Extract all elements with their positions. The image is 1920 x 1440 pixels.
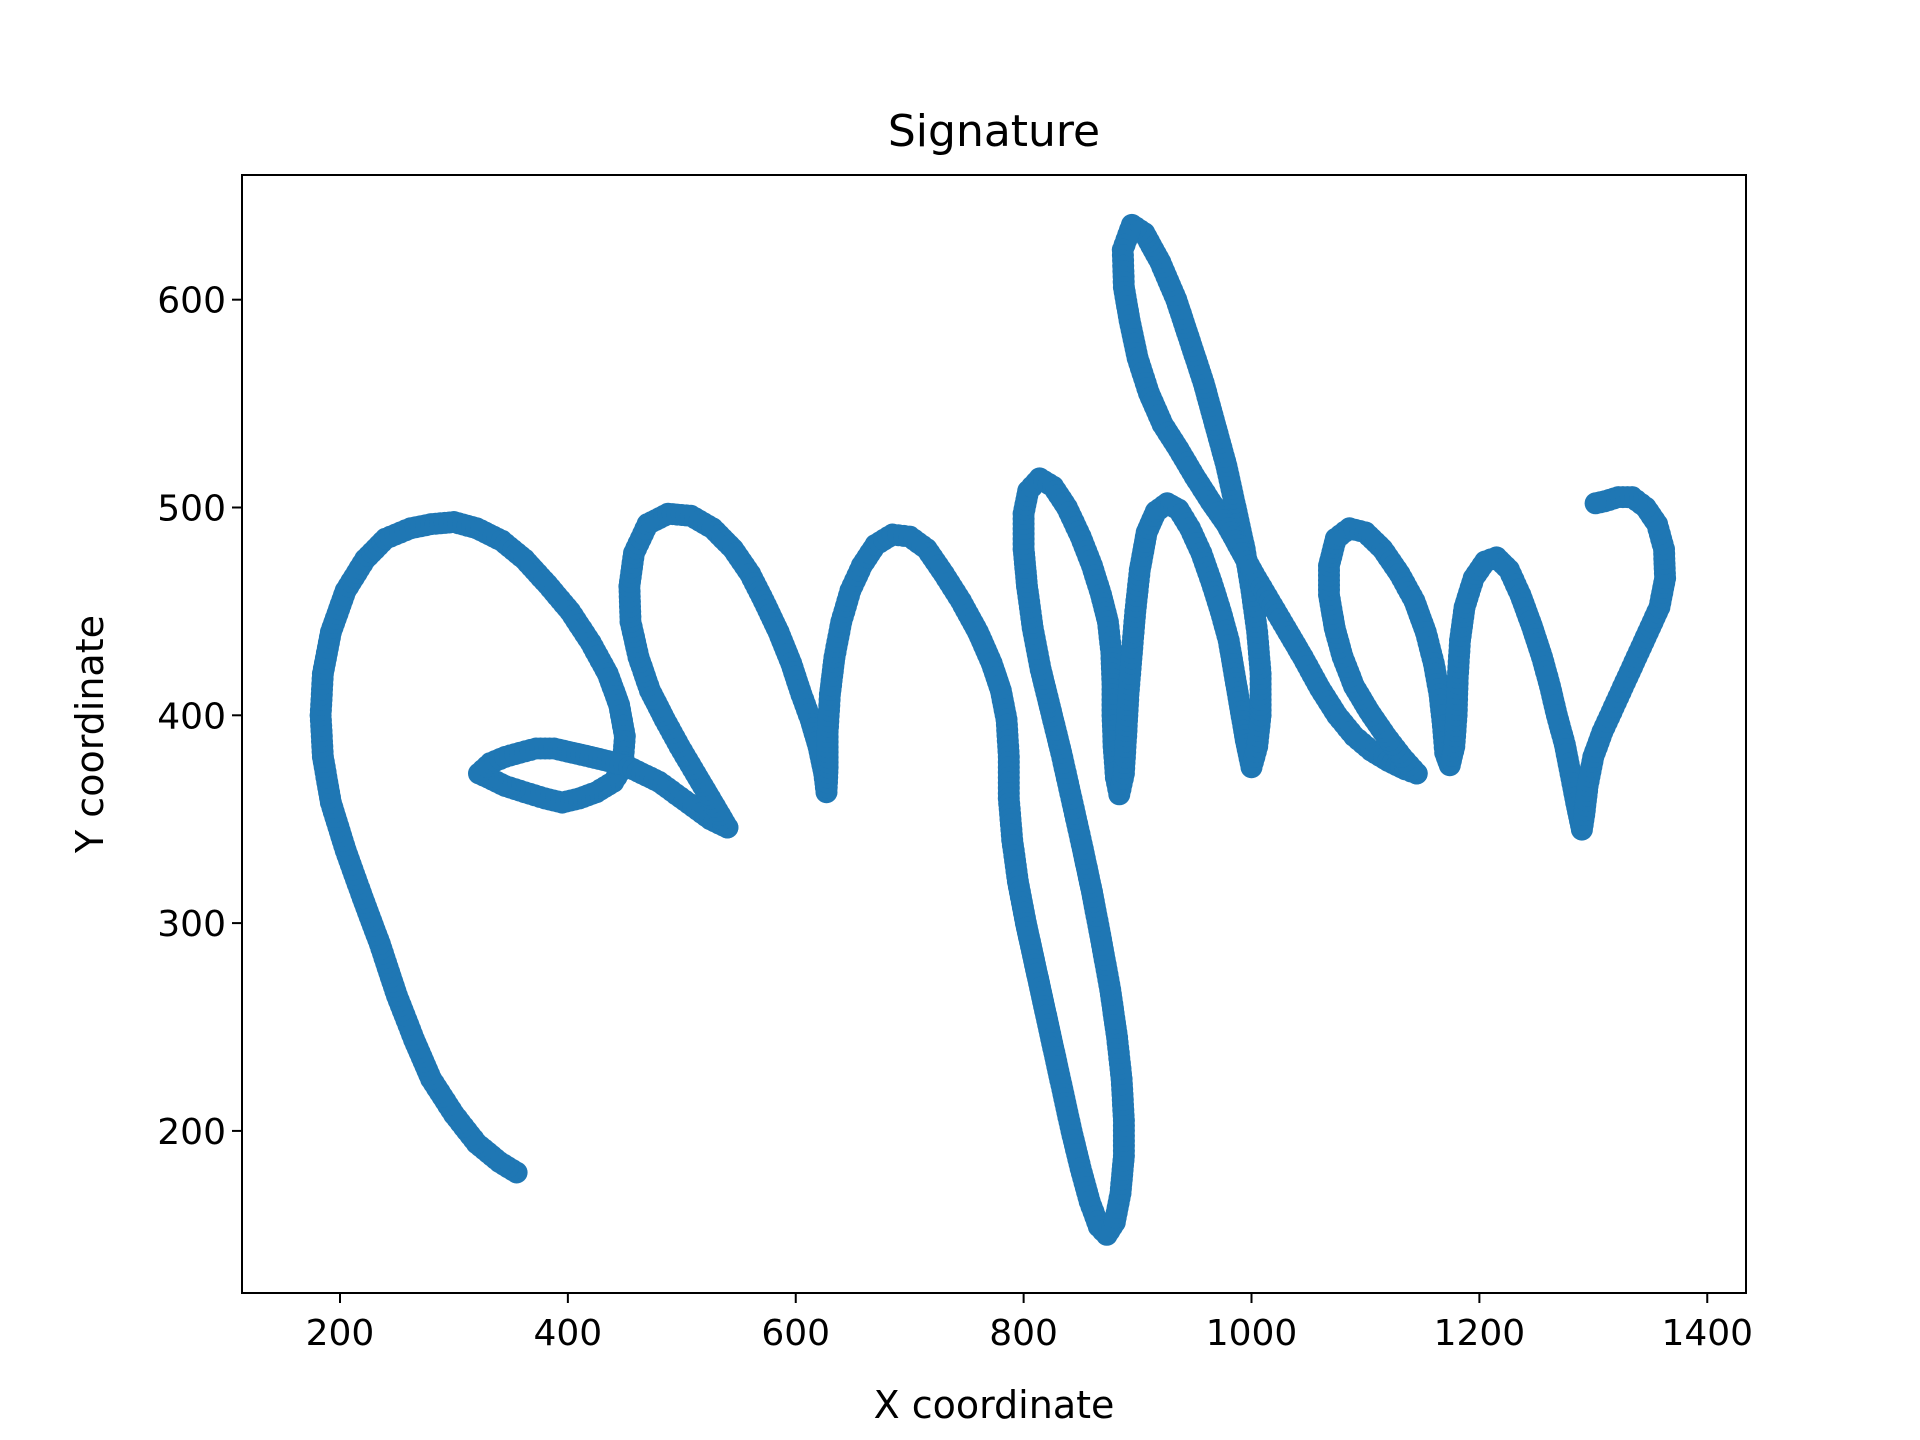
x-tick-label: 1400: [1661, 1313, 1753, 1354]
x-tick-label: 1200: [1434, 1313, 1526, 1354]
x-tick-label: 200: [306, 1313, 375, 1354]
y-tick-label: 200: [157, 1112, 226, 1153]
x-axis-label: X coordinate: [874, 1383, 1115, 1427]
x-tick-label: 800: [989, 1313, 1058, 1354]
y-axis-ticks: 200 300 400 500 600: [157, 281, 242, 1153]
y-tick-label: 500: [157, 488, 226, 529]
chart-title: Signature: [888, 106, 1100, 157]
x-tick-label: 1000: [1206, 1313, 1298, 1354]
data-point: [1584, 492, 1607, 515]
x-axis-ticks: 200 400 600 800 1000 1200 1400: [306, 1293, 1753, 1354]
y-tick-label: 600: [157, 281, 226, 322]
plot-frame: [241, 174, 1747, 1294]
y-tick-label: 300: [157, 904, 226, 945]
x-tick-label: 400: [534, 1313, 603, 1354]
scatter-points: [309, 213, 1677, 1246]
x-tick-label: 600: [761, 1313, 830, 1354]
y-axis-label: Y coordinate: [68, 615, 112, 854]
y-tick-label: 400: [157, 696, 226, 737]
